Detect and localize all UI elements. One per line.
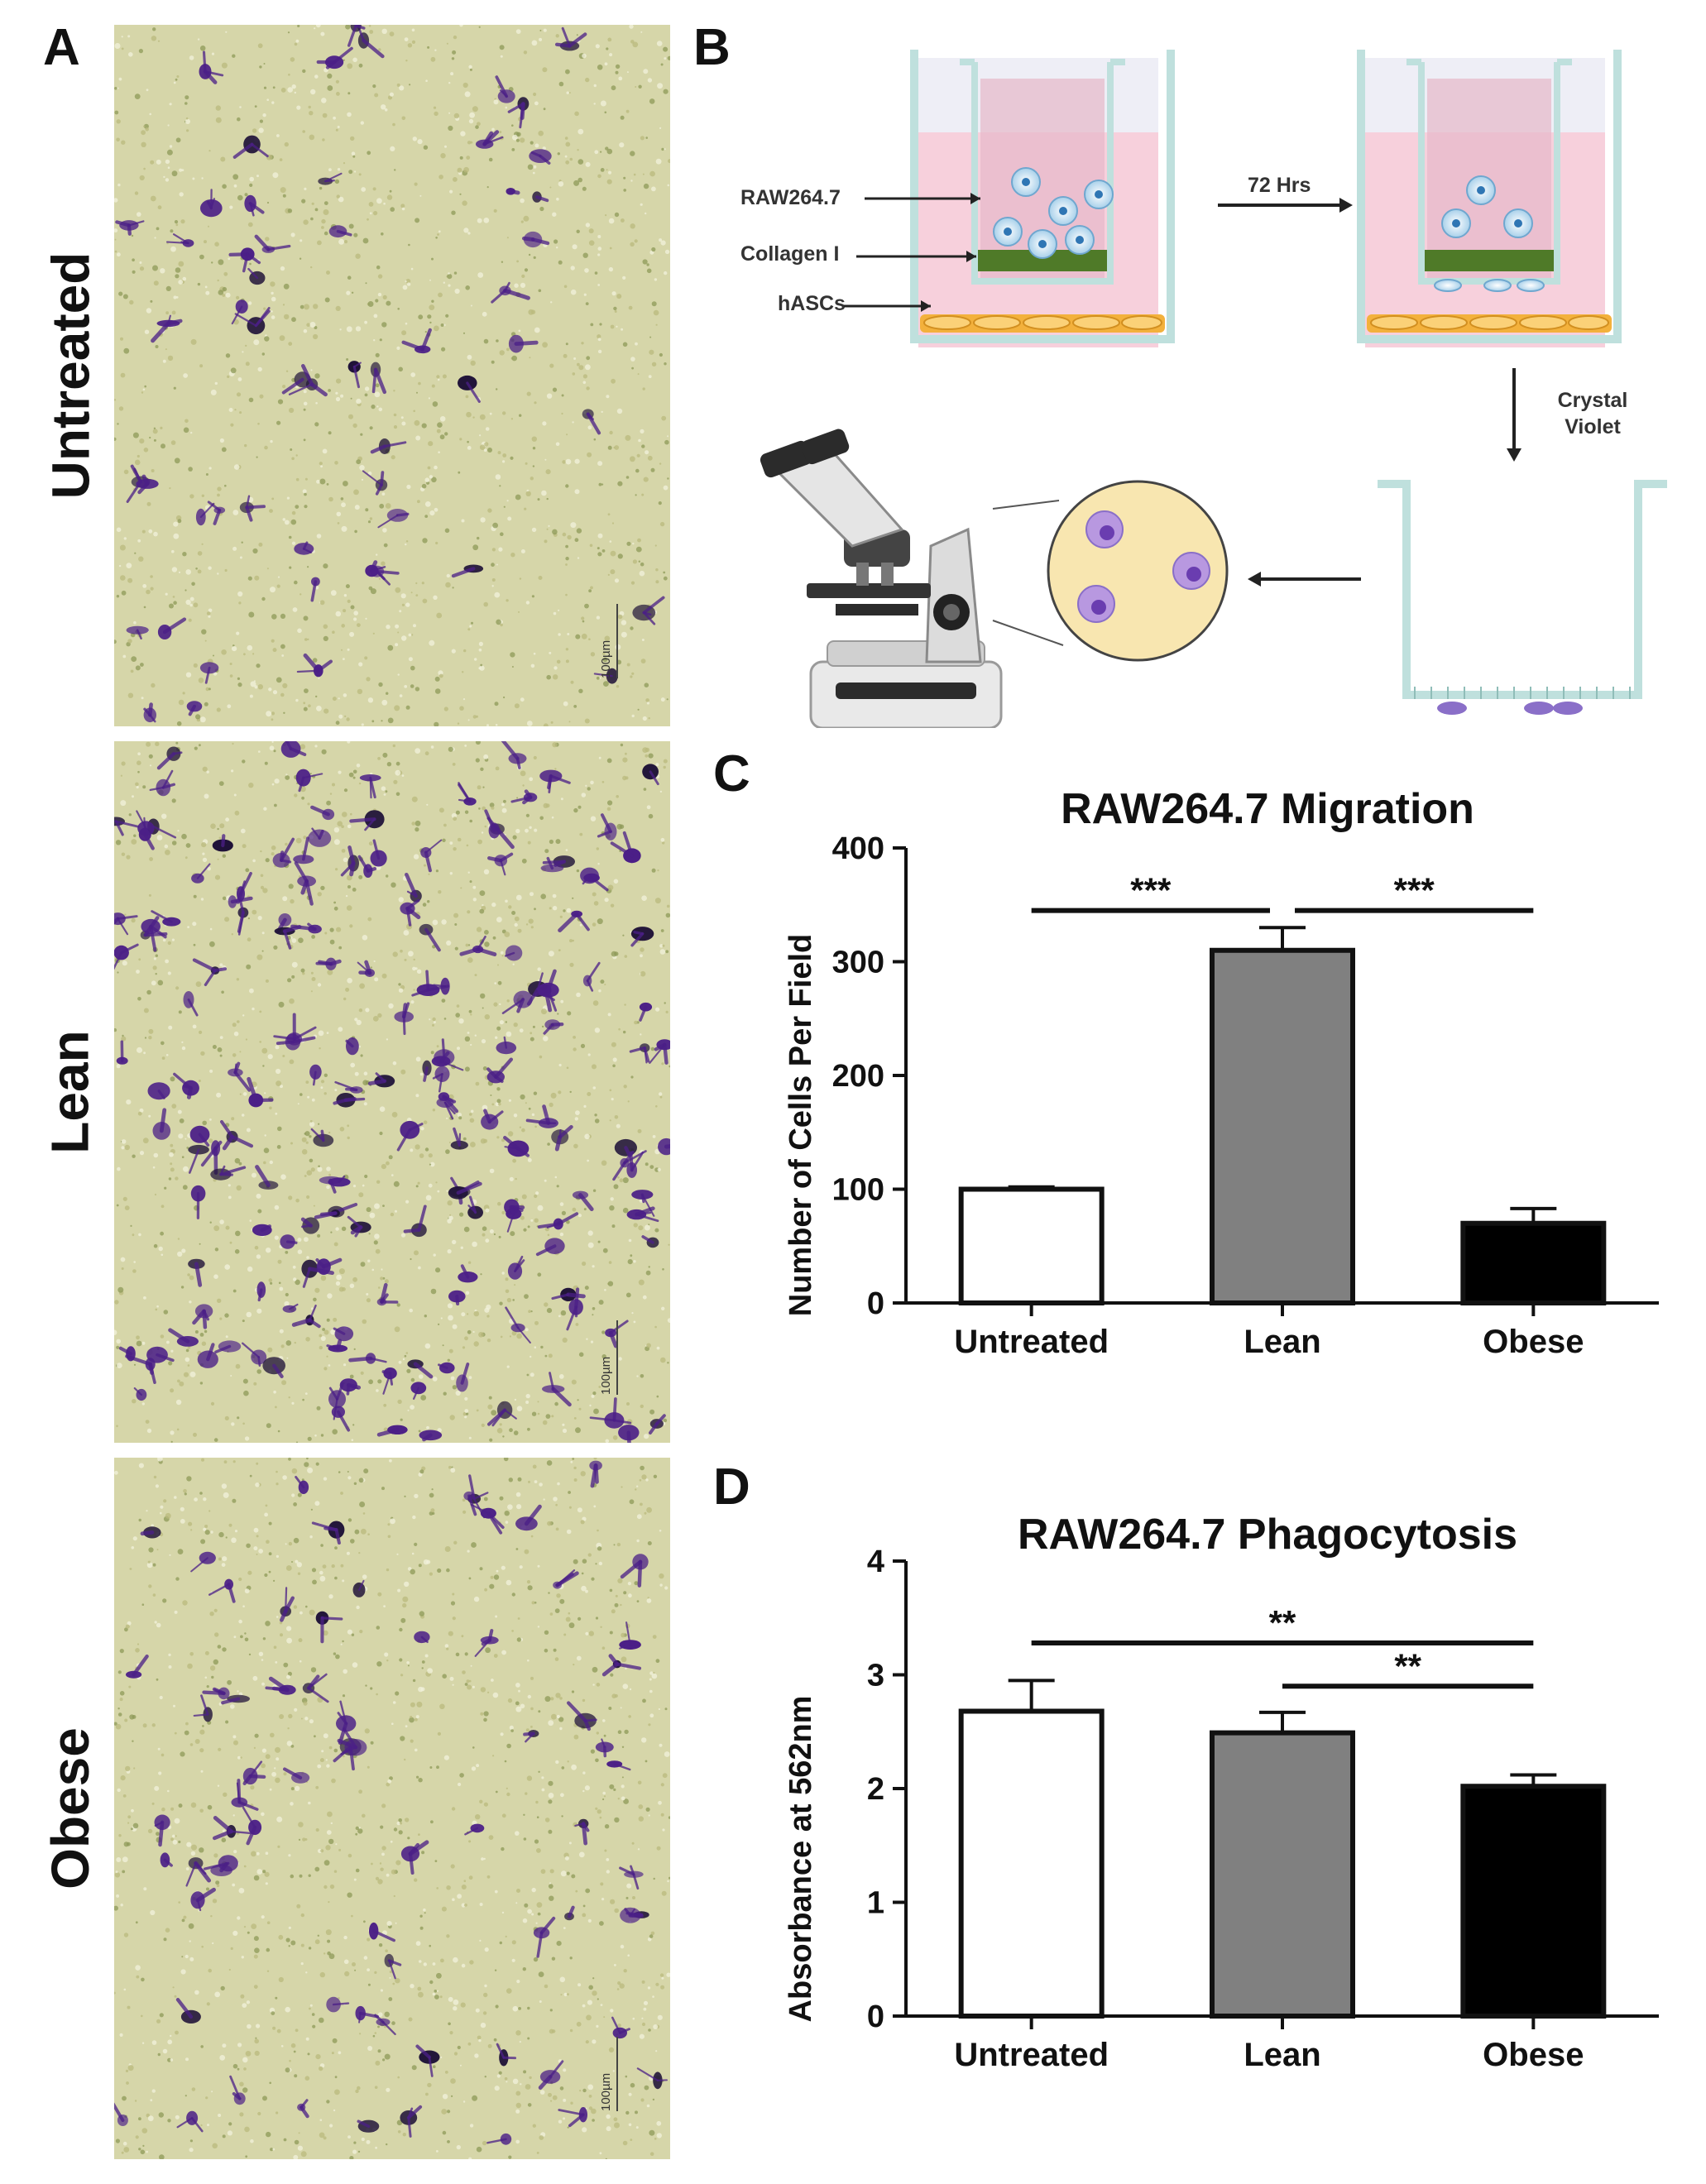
label-stain-line2: Violet	[1565, 415, 1621, 438]
scale-bar-label: 100µm	[599, 639, 613, 678]
bar-obese	[1460, 1784, 1607, 2019]
x-tick-label: Untreated	[954, 2037, 1109, 2073]
y-tick-label: 1	[867, 1886, 884, 1921]
significance-label: **	[1269, 1603, 1296, 1642]
significance-label: **	[1394, 1646, 1421, 1685]
stained-cells	[114, 25, 670, 726]
y-tick-label: 0	[867, 1286, 884, 1321]
scale-bar-label: 100µm	[599, 1356, 613, 1395]
y-axis-label: Number of Cells Per Field	[784, 934, 818, 1316]
migration-chart: RAW264.7 Migration Number of Cells Per F…	[784, 785, 1659, 1360]
micrograph-obese: 100µm	[114, 1458, 670, 2159]
y-tick-label: 400	[832, 831, 884, 866]
x-tick-label: Lean	[1244, 2037, 1320, 2073]
stained-cells	[114, 741, 670, 1443]
panel-label-a: A	[43, 19, 80, 76]
bar-untreated	[958, 1186, 1105, 1305]
transwell-icon	[910, 50, 1175, 347]
label-stain-line1: Crystal	[1558, 389, 1628, 412]
bar-untreated	[958, 1708, 1105, 2019]
phagocytosis-chart: RAW264.7 Phagocytosis Absorbance at 562n…	[784, 1511, 1659, 2073]
y-tick-label: 300	[832, 946, 884, 980]
label-hascs: hASCs	[778, 292, 846, 315]
label-raw: RAW264.7	[740, 186, 841, 209]
x-tick-label: Obese	[1483, 2037, 1584, 2073]
micrograph-lean: 100µm	[114, 741, 670, 1443]
magnified-field-icon	[992, 480, 1229, 662]
x-tick-label: Obese	[1483, 1324, 1584, 1360]
panel-label-c: C	[713, 745, 750, 802]
y-tick-label: 4	[867, 1545, 884, 1579]
bar-lean	[1210, 1730, 1355, 2019]
label-collagen: Collagen I	[740, 242, 839, 266]
label-time: 72 Hrs	[1248, 174, 1311, 197]
y-tick-label: 0	[867, 2000, 884, 2034]
chart-title: RAW264.7 Migration	[1061, 785, 1474, 833]
y-axis-label: Absorbance at 562nm	[784, 1696, 818, 2023]
microscope-icon	[760, 429, 1003, 728]
transwell-icon	[1357, 50, 1622, 347]
y-tick-label: 3	[867, 1659, 884, 1693]
transwell-schematic: RAW264.7 Collagen I hASCs 72 Hrs Crystal…	[740, 50, 1667, 728]
y-tick-label: 100	[832, 1173, 884, 1208]
significance-label: ***	[1394, 871, 1435, 910]
stained-cells	[114, 1458, 670, 2159]
y-tick-label: 200	[832, 1059, 884, 1094]
panel-label-b: B	[693, 19, 731, 76]
row-label-lean: Lean	[41, 1030, 100, 1154]
scale-bar-label: 100µm	[599, 2072, 613, 2111]
bar-lean	[1210, 947, 1355, 1305]
micrograph-untreated: 100µm	[114, 25, 670, 726]
row-label-untreated: Untreated	[41, 251, 100, 500]
panel-label-d: D	[713, 1458, 750, 1516]
y-tick-label: 2	[867, 1772, 884, 1807]
bar-obese	[1460, 1220, 1607, 1305]
transwell-insert-icon	[1378, 480, 1667, 715]
chart-title: RAW264.7 Phagocytosis	[1018, 1511, 1517, 1559]
x-tick-label: Lean	[1244, 1324, 1320, 1360]
row-label-obese: Obese	[41, 1727, 100, 1889]
x-tick-label: Untreated	[954, 1324, 1109, 1360]
significance-label: ***	[1130, 871, 1172, 910]
